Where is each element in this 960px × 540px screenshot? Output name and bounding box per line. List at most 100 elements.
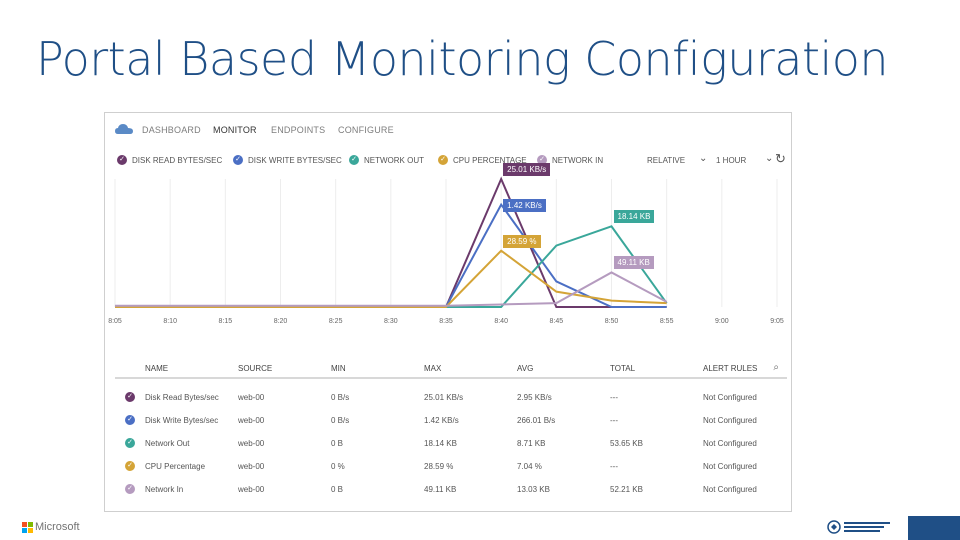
cell-total: 52.21 KB: [610, 485, 643, 494]
table-row[interactable]: ✓ Network Out web-00 0 B 18.14 KB 8.71 KB 53.6…: [115, 433, 787, 455]
col-avg[interactable]: AVG: [517, 364, 534, 373]
check-icon: ✓: [117, 155, 127, 165]
cell-min: 0 B/s: [331, 416, 350, 425]
value-tooltip: 18.14 KB: [613, 210, 655, 224]
microsoft-wordmark: Microsoft: [35, 521, 80, 533]
nav-dashboard[interactable]: DASHBOARD: [142, 125, 201, 135]
x-tick-label: 8:30: [384, 318, 398, 325]
col-total[interactable]: TOTAL: [610, 364, 636, 373]
cell-min: 0 B: [331, 485, 344, 494]
cell-name: Disk Write Bytes/sec: [145, 416, 219, 425]
cell-avg: 2.95 KB/s: [517, 393, 552, 402]
legend-label: DISK WRITE BYTES/SEC: [248, 155, 342, 165]
check-icon[interactable]: ✓: [125, 392, 135, 402]
cell-avg: 7.04 %: [517, 462, 542, 471]
table-row[interactable]: ✓ Disk Write Bytes/sec web-00 0 B/s 1.42 KB/…: [115, 410, 787, 432]
check-icon[interactable]: ✓: [125, 461, 135, 471]
legend-network-out[interactable]: ✓ NETWORK OUT: [349, 155, 424, 165]
x-tick-label: 8:25: [329, 318, 343, 325]
series-line-4: [115, 271, 668, 307]
x-tick-label: 8:45: [550, 318, 564, 325]
legend-label: DISK READ BYTES/SEC: [132, 155, 223, 165]
check-icon: ✓: [537, 155, 547, 165]
slide-title: Portal Based Monitoring Configuration: [36, 32, 889, 86]
windows-logo-icon: [22, 522, 33, 533]
portal-nav: DASHBOARD MONITOR ENDPOINTS CONFIGURE: [105, 113, 791, 145]
x-tick-label: 8:40: [494, 318, 508, 325]
check-icon[interactable]: ✓: [125, 438, 135, 448]
cell-alert: Not Configured: [703, 439, 757, 448]
x-tick-label: 8:05: [108, 318, 122, 325]
cell-source: web-00: [238, 393, 265, 402]
value-tooltip: 25.01 KB/s: [503, 163, 551, 176]
legend-label: NETWORK IN: [552, 155, 604, 165]
x-tick-label: 8:55: [660, 318, 674, 325]
cell-min: 0 %: [331, 462, 345, 471]
table-row[interactable]: ✓ CPU Percentage web-00 0 % 28.59 % 7.04 % ---…: [115, 456, 787, 478]
cell-total: ---: [610, 416, 618, 425]
legend-cpu[interactable]: ✓ CPU PERCENTAGE: [438, 155, 527, 165]
value-tooltip: 49.11 KB: [613, 256, 654, 270]
cell-total: 53.65 KB: [610, 439, 643, 448]
col-name[interactable]: NAME: [145, 364, 169, 373]
cell-avg: 13.03 KB: [517, 485, 550, 494]
x-tick-label: 8:20: [274, 318, 288, 325]
check-icon[interactable]: ✓: [125, 484, 135, 494]
cell-total: ---: [610, 462, 618, 471]
col-max[interactable]: MAX: [424, 364, 442, 373]
check-icon: ✓: [438, 155, 448, 165]
cell-source: web-00: [238, 439, 265, 448]
legend: ✓ DISK READ BYTES/SEC ✓ DISK WRITE BYTES…: [105, 155, 791, 171]
table-row[interactable]: ✓ Network In web-00 0 B 49.11 KB 13.03 KB 52.2…: [115, 479, 787, 501]
chevron-down-icon[interactable]: ⌄: [765, 153, 774, 164]
cell-max: 1.42 KB/s: [424, 416, 459, 425]
legend-network-in[interactable]: ✓ NETWORK IN: [537, 155, 603, 165]
x-tick-label: 8:10: [163, 318, 177, 325]
cell-min: 0 B/s: [331, 393, 350, 402]
cell-avg: 266.01 B/s: [517, 416, 556, 425]
check-icon: ✓: [349, 155, 359, 165]
table-row[interactable]: ✓ Disk Read Bytes/sec web-00 0 B/s 25.01 KB/…: [115, 387, 787, 409]
col-alert-rules[interactable]: ALERT RULES: [703, 364, 758, 373]
cell-max: 18.14 KB: [424, 439, 457, 448]
cell-min: 0 B: [331, 439, 344, 448]
monitor-panel: DASHBOARD MONITOR ENDPOINTS CONFIGURE ✓ …: [104, 112, 792, 512]
value-tooltip: 1.42 KB/s: [503, 198, 546, 212]
refresh-icon[interactable]: ↻: [775, 151, 786, 166]
nav-endpoints[interactable]: ENDPOINTS: [271, 125, 326, 135]
col-min[interactable]: MIN: [331, 364, 346, 373]
legend-disk-read[interactable]: ✓ DISK READ BYTES/SEC: [117, 155, 222, 165]
x-tick-label: 9:05: [770, 318, 784, 325]
cell-alert: Not Configured: [703, 416, 757, 425]
legend-label: NETWORK OUT: [364, 155, 424, 165]
microsoft-logo: Microsoft: [22, 521, 80, 533]
cell-max: 49.11 KB: [424, 485, 457, 494]
cell-name: Disk Read Bytes/sec: [145, 393, 219, 402]
x-tick-label: 8:35: [439, 318, 453, 325]
cell-total: ---: [610, 393, 618, 402]
search-icon[interactable]: ⌕: [773, 362, 779, 373]
nav-configure[interactable]: CONFIGURE: [338, 125, 394, 135]
cell-alert: Not Configured: [703, 393, 757, 402]
series-line-3: [115, 249, 667, 308]
chevron-down-icon[interactable]: ⌄: [699, 153, 708, 164]
legend-disk-write[interactable]: ✓ DISK WRITE BYTES/SEC: [233, 155, 342, 165]
cell-alert: Not Configured: [703, 462, 757, 471]
cell-name: CPU Percentage: [145, 462, 206, 471]
cell-alert: Not Configured: [703, 485, 757, 494]
check-icon: ✓: [233, 155, 243, 165]
cell-source: web-00: [238, 485, 265, 494]
cell-source: web-00: [238, 462, 265, 471]
table-header: NAME SOURCE MIN MAX AVG TOTAL ALERT RULE…: [115, 361, 787, 379]
time-range-select[interactable]: 1 HOUR: [716, 156, 747, 165]
cell-source: web-00: [238, 416, 265, 425]
x-tick-label: 9:00: [715, 318, 729, 325]
col-source[interactable]: SOURCE: [238, 364, 273, 373]
metrics-chart: 8:05 8:10 8:15 8:20 8:25 8:30 8:35 8:40 8:45 8:50…: [108, 176, 784, 325]
check-icon[interactable]: ✓: [125, 415, 135, 425]
x-tick-label: 8:50: [605, 318, 619, 325]
relative-toggle[interactable]: RELATIVE: [647, 156, 686, 165]
cloud-icon[interactable]: [115, 123, 133, 135]
nav-monitor[interactable]: MONITOR: [213, 125, 257, 135]
value-tooltip: 28.59 %: [503, 234, 541, 248]
